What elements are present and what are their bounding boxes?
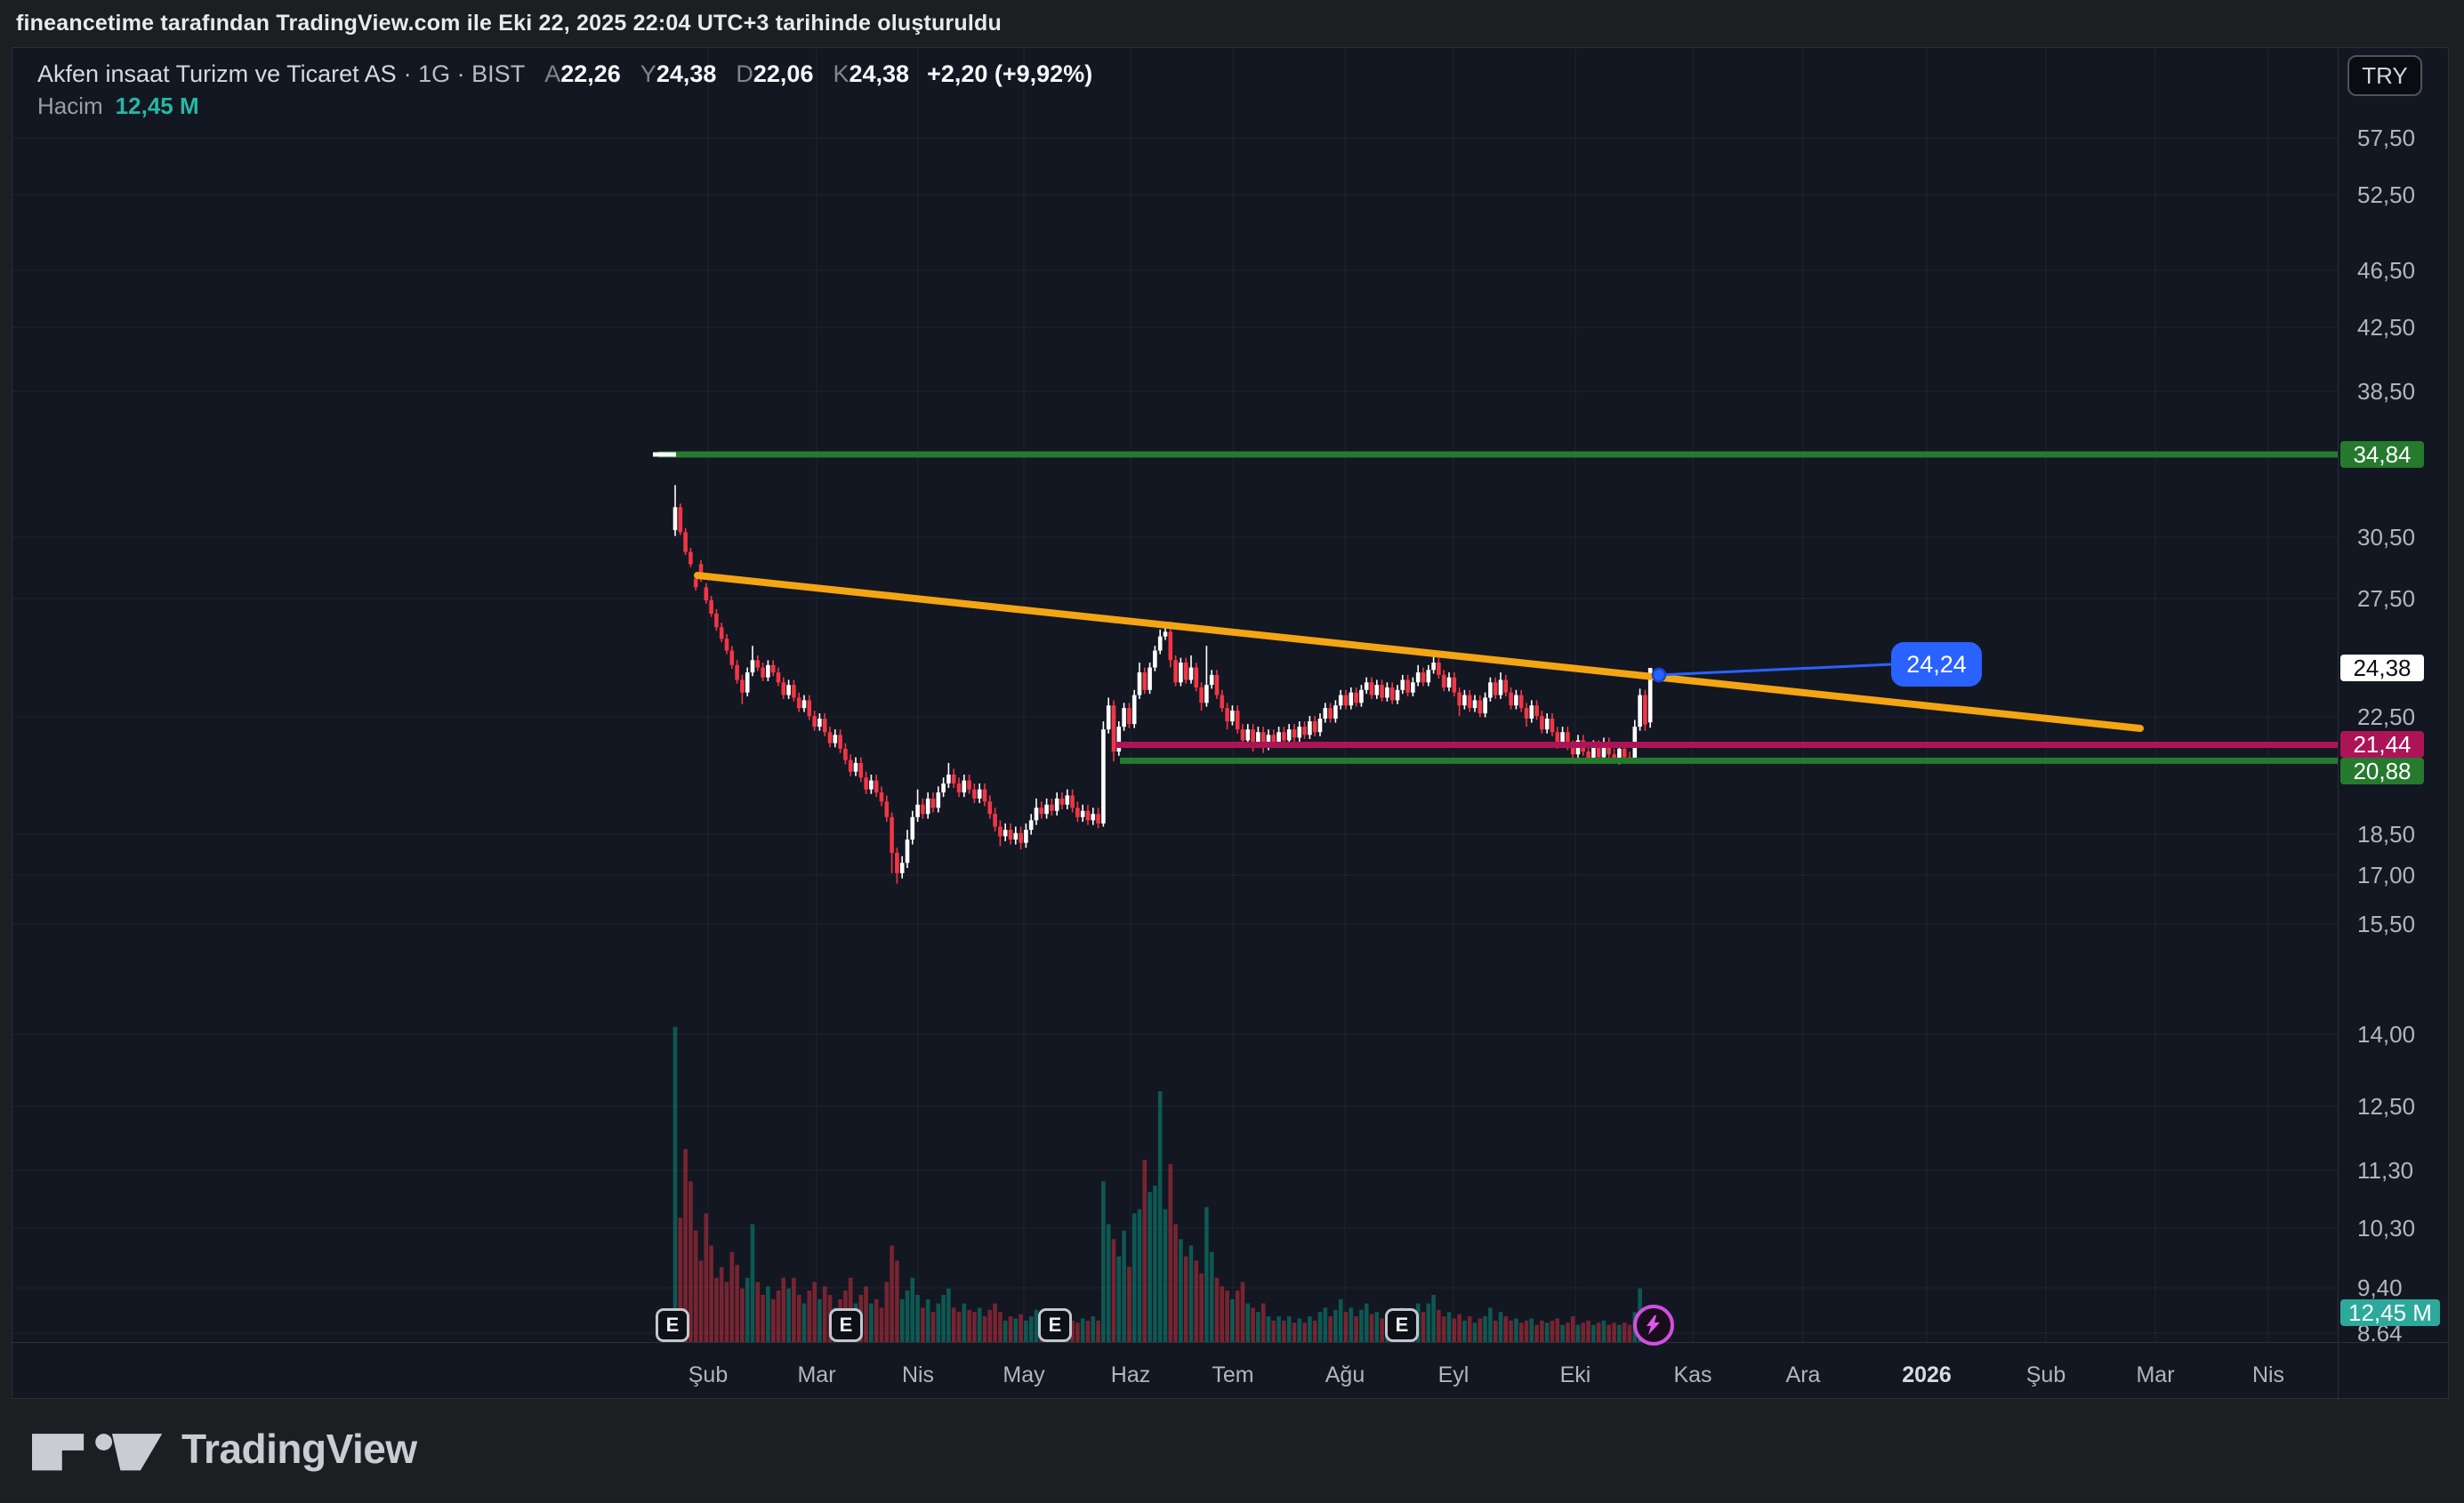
price-scale-label: 27,50 (2357, 585, 2416, 612)
price-scale-label: 9,40 (2357, 1274, 2403, 1301)
time-axis-label: May (1003, 1362, 1045, 1387)
price-scale-label: 30,50 (2357, 524, 2416, 551)
time-axis-label: Nis (2251, 1362, 2285, 1387)
chart-canvas[interactable] (12, 48, 2338, 1342)
time-axis-label: Kas (1673, 1362, 1712, 1387)
price-scale-label: 57,50 (2357, 125, 2416, 151)
snapshot-credit-bar: fineancetime tarafından TradingView.com … (0, 0, 2464, 47)
earnings-marker-icon[interactable]: E (1038, 1308, 1072, 1342)
time-axis-label: Nis (901, 1362, 935, 1387)
time-axis-label: Ağu (1325, 1362, 1365, 1387)
time-axis-label: 2026 (1902, 1362, 1952, 1387)
price-scale-label: 38,50 (2357, 378, 2416, 405)
price-badge: 21,44 (2340, 731, 2424, 758)
time-axis-label: Haz (1110, 1362, 1151, 1387)
price-scale-label: 14,00 (2357, 1021, 2416, 1048)
price-scale-label: 17,00 (2357, 862, 2416, 888)
price-scale-label: 10,30 (2357, 1215, 2416, 1242)
time-axis-label: Mar (2136, 1362, 2175, 1387)
price-scale-label: 12,50 (2357, 1093, 2416, 1120)
price-badge: 20,88 (2340, 758, 2424, 784)
price-scale-label: 46,50 (2357, 257, 2416, 284)
earnings-marker-icon[interactable]: E (656, 1308, 689, 1342)
time-axis-separator (12, 1342, 2450, 1343)
price-scale-separator (2338, 48, 2339, 1400)
time-axis-label: Eki (1559, 1362, 1591, 1387)
price-callout-label: 24,24 (1891, 642, 1982, 687)
time-axis-label: Eyl (1437, 1362, 1470, 1387)
time-axis-label: Ara (1785, 1362, 1821, 1387)
price-scale-label: 15,50 (2357, 911, 2416, 937)
price-badge: 12,45 M (2340, 1299, 2440, 1326)
earnings-marker-icon[interactable]: E (1385, 1308, 1419, 1342)
price-scale-label: 18,50 (2357, 821, 2416, 848)
time-axis-label: Şub (688, 1362, 729, 1387)
price-scale-label: 22,50 (2357, 703, 2416, 730)
chart-widget: Akfen insaat Turizm ve Ticaret AS · 1G ·… (12, 47, 2450, 1400)
price-badge: 24,38 (2340, 655, 2424, 681)
tradingview-footer: TradingView (32, 1419, 417, 1478)
tradingview-logo-text[interactable]: TradingView (181, 1426, 417, 1472)
price-scale-label: 11,30 (2357, 1157, 2414, 1184)
price-scale-label: 52,50 (2357, 181, 2416, 208)
time-axis-label: Şub (2025, 1362, 2066, 1387)
tradingview-logo-icon[interactable] (32, 1421, 165, 1476)
time-axis-label: Mar (797, 1362, 836, 1387)
currency-toggle-button[interactable]: TRY (2347, 55, 2422, 96)
price-scale-label: 42,50 (2357, 314, 2416, 341)
credit-text: fineancetime tarafından TradingView.com … (16, 11, 1002, 36)
price-badge: 34,84 (2340, 441, 2424, 468)
earnings-marker-icon[interactable]: E (829, 1308, 863, 1342)
time-axis-label: Tem (1212, 1362, 1254, 1387)
flash-event-icon[interactable] (1633, 1305, 1674, 1346)
